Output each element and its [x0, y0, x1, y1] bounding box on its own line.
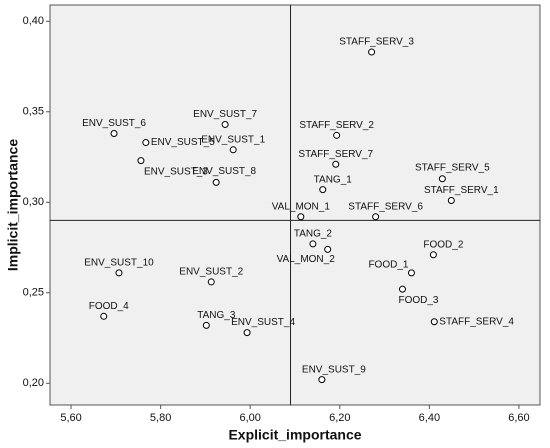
point-label: TANG_3 [197, 310, 236, 321]
point [137, 157, 145, 165]
point-label: ENV_SUST_6 [82, 118, 146, 129]
point [297, 213, 305, 221]
x-axis-title: Explicit_importance [228, 427, 361, 443]
point-label: FOOD_2 [423, 239, 463, 250]
point [212, 178, 220, 186]
point-label: ENV_SUST_2 [179, 267, 243, 278]
point-label: ENV_SUST_4 [231, 317, 295, 328]
y-tick-label: 0,30 [23, 196, 44, 208]
x-tick-label: 6,60 [508, 412, 529, 424]
point [447, 196, 455, 204]
point [318, 376, 326, 384]
point-label: STAFF_SERV_1 [424, 185, 499, 196]
point [319, 186, 327, 194]
point [202, 321, 210, 329]
point-label: ENV_SUST_10 [84, 258, 154, 269]
point-label: STAFF_SERV_5 [415, 162, 490, 173]
point [221, 120, 229, 128]
point-label: FOOD_4 [89, 301, 129, 312]
point-label: ENV_SUST_5 [151, 137, 215, 148]
point-label: STAFF_SERV_3 [339, 37, 414, 48]
point [115, 269, 123, 277]
x-tick-label: 6,00 [239, 412, 260, 424]
point [429, 251, 437, 259]
x-tick-label: 6,40 [419, 412, 440, 424]
point-label: STAFF_SERV_7 [298, 149, 373, 160]
x-tick-label: 5,60 [60, 412, 81, 424]
point-label: VAL_MON_2 [277, 254, 336, 265]
y-tick-label: 0,20 [23, 377, 44, 389]
y-axis-title: Implicit_importance [5, 139, 21, 271]
point [368, 48, 376, 56]
point-label: STAFF_SERV_2 [299, 120, 374, 131]
point [324, 245, 332, 253]
point [110, 130, 118, 138]
y-tick-label: 0,25 [23, 287, 44, 299]
point-label: FOOD_1 [368, 260, 408, 271]
point [438, 175, 446, 183]
point-label: TANG_1 [314, 174, 353, 185]
point-label: ENV_SUST_9 [302, 364, 366, 375]
point-label: FOOD_3 [398, 295, 438, 306]
x-tick-label: 6,20 [329, 412, 350, 424]
point [398, 285, 406, 293]
point [243, 329, 251, 337]
point [142, 139, 150, 147]
point-label: STAFF_SERV_6 [348, 201, 423, 212]
point [100, 312, 108, 320]
point [430, 318, 438, 326]
x-tick-label: 5,80 [150, 412, 171, 424]
point-label: TANG_2 [294, 229, 333, 240]
point [207, 278, 215, 286]
plot-area [49, 4, 541, 406]
point-label: ENV_SUST_7 [193, 109, 257, 120]
y-tick-label: 0,40 [23, 15, 44, 27]
point-label: ENV_SUST_1 [201, 134, 265, 145]
point [229, 146, 237, 154]
point [332, 160, 340, 168]
y-tick-label: 0,35 [23, 106, 44, 118]
point-label: VAL_MON_1 [272, 201, 331, 212]
point [372, 213, 380, 221]
point [333, 131, 341, 139]
point [309, 240, 317, 248]
point-label: ENV_SUST_3 [144, 166, 208, 177]
point-label: ENV_SUST_8 [192, 166, 256, 177]
point-label: STAFF_SERV_4 [439, 316, 514, 327]
point [407, 269, 415, 277]
